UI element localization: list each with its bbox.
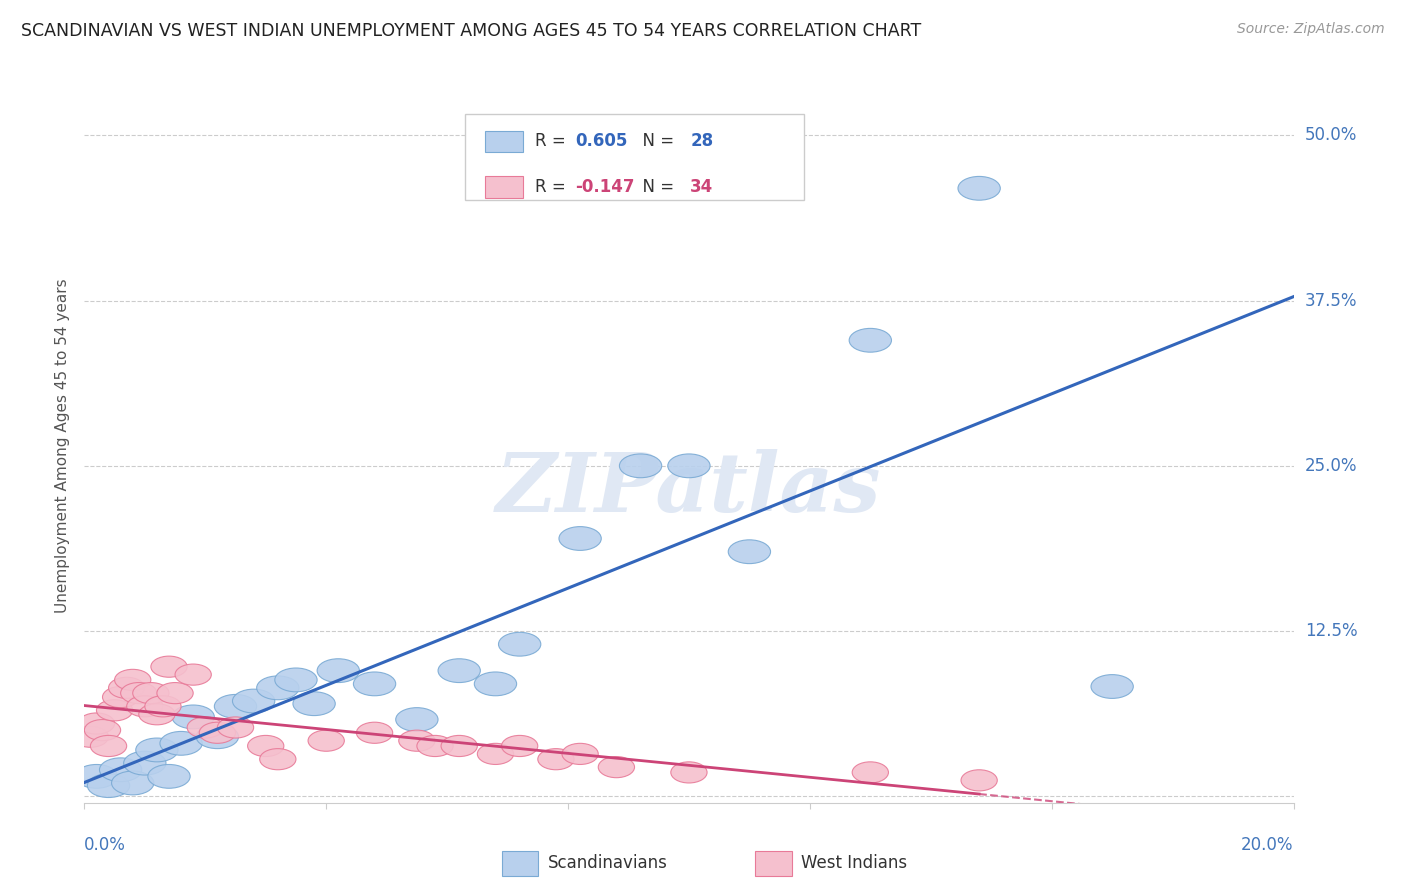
Ellipse shape — [439, 659, 481, 682]
Ellipse shape — [79, 713, 115, 734]
Ellipse shape — [260, 748, 297, 770]
Ellipse shape — [218, 717, 253, 738]
Text: 20.0%: 20.0% — [1241, 836, 1294, 854]
Ellipse shape — [124, 751, 166, 775]
Ellipse shape — [538, 748, 574, 770]
Ellipse shape — [197, 725, 239, 748]
Text: R =: R = — [536, 178, 571, 196]
Ellipse shape — [620, 454, 662, 478]
Ellipse shape — [357, 723, 392, 743]
Text: 50.0%: 50.0% — [1305, 127, 1357, 145]
Ellipse shape — [849, 328, 891, 352]
Y-axis label: Unemployment Among Ages 45 to 54 years: Unemployment Among Ages 45 to 54 years — [55, 278, 70, 614]
Ellipse shape — [232, 690, 274, 713]
Text: R =: R = — [536, 132, 571, 150]
Ellipse shape — [441, 735, 478, 756]
Text: 0.605: 0.605 — [575, 132, 627, 150]
Ellipse shape — [87, 773, 129, 797]
Ellipse shape — [962, 770, 997, 791]
Ellipse shape — [172, 705, 214, 729]
Text: 25.0%: 25.0% — [1305, 457, 1357, 475]
Ellipse shape — [728, 540, 770, 564]
Text: West Indians: West Indians — [801, 855, 907, 872]
Ellipse shape — [214, 695, 257, 718]
Ellipse shape — [76, 764, 118, 789]
Text: 37.5%: 37.5% — [1305, 292, 1357, 310]
Ellipse shape — [308, 731, 344, 751]
Ellipse shape — [103, 687, 139, 707]
Ellipse shape — [852, 762, 889, 783]
Ellipse shape — [599, 756, 634, 778]
Ellipse shape — [121, 682, 157, 704]
Ellipse shape — [395, 707, 439, 731]
Ellipse shape — [562, 743, 599, 764]
Ellipse shape — [200, 723, 236, 743]
Ellipse shape — [560, 526, 602, 550]
Text: Source: ZipAtlas.com: Source: ZipAtlas.com — [1237, 22, 1385, 37]
Text: Scandinavians: Scandinavians — [547, 855, 668, 872]
FancyBboxPatch shape — [465, 114, 804, 200]
Ellipse shape — [499, 632, 541, 657]
Ellipse shape — [418, 735, 453, 756]
Ellipse shape — [353, 672, 395, 696]
Ellipse shape — [668, 454, 710, 478]
Ellipse shape — [84, 720, 121, 740]
Ellipse shape — [150, 657, 187, 677]
Ellipse shape — [148, 764, 190, 789]
Ellipse shape — [1091, 674, 1133, 698]
Ellipse shape — [474, 672, 516, 696]
Ellipse shape — [318, 659, 360, 682]
Ellipse shape — [127, 696, 163, 717]
Ellipse shape — [174, 664, 211, 685]
Text: 28: 28 — [690, 132, 713, 150]
Text: 0.0%: 0.0% — [84, 836, 127, 854]
Ellipse shape — [72, 726, 108, 747]
Ellipse shape — [247, 735, 284, 756]
Text: ZIPatlas: ZIPatlas — [496, 449, 882, 529]
Ellipse shape — [145, 696, 181, 717]
Ellipse shape — [399, 731, 434, 751]
Ellipse shape — [136, 738, 179, 762]
Ellipse shape — [139, 704, 176, 725]
Ellipse shape — [97, 699, 132, 721]
Ellipse shape — [478, 743, 513, 764]
Ellipse shape — [157, 682, 193, 704]
Ellipse shape — [257, 676, 299, 699]
Ellipse shape — [671, 762, 707, 783]
Ellipse shape — [115, 669, 150, 690]
Ellipse shape — [111, 771, 153, 795]
Ellipse shape — [160, 731, 202, 756]
Ellipse shape — [957, 177, 1000, 200]
Ellipse shape — [187, 717, 224, 738]
Text: -0.147: -0.147 — [575, 178, 634, 196]
Text: 12.5%: 12.5% — [1305, 622, 1357, 640]
Ellipse shape — [274, 668, 318, 692]
FancyBboxPatch shape — [485, 130, 523, 152]
Ellipse shape — [292, 692, 335, 715]
Text: N =: N = — [633, 132, 679, 150]
FancyBboxPatch shape — [755, 851, 792, 876]
Ellipse shape — [502, 735, 538, 756]
Text: N =: N = — [633, 178, 679, 196]
Ellipse shape — [132, 682, 169, 704]
Ellipse shape — [90, 735, 127, 756]
FancyBboxPatch shape — [485, 177, 523, 198]
FancyBboxPatch shape — [502, 851, 538, 876]
Ellipse shape — [100, 758, 142, 781]
Text: 34: 34 — [690, 178, 713, 196]
Ellipse shape — [108, 677, 145, 698]
Text: SCANDINAVIAN VS WEST INDIAN UNEMPLOYMENT AMONG AGES 45 TO 54 YEARS CORRELATION C: SCANDINAVIAN VS WEST INDIAN UNEMPLOYMENT… — [21, 22, 921, 40]
